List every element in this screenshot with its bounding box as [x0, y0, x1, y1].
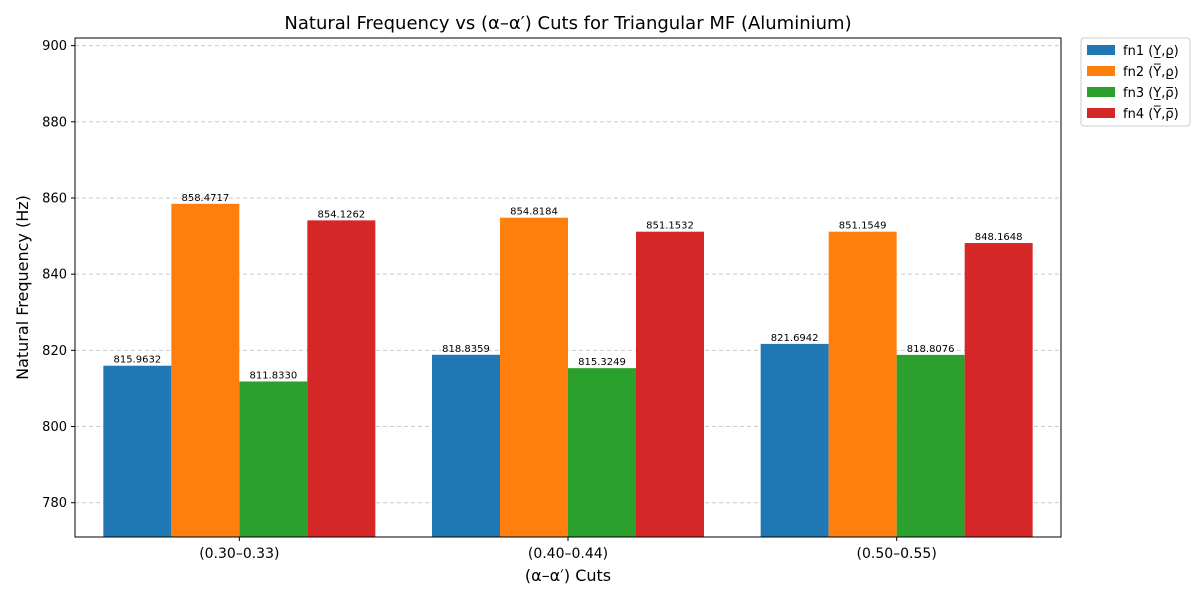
- y-tick-label: 820: [42, 344, 67, 359]
- bar: [432, 354, 500, 537]
- data-label: 851.1549: [839, 221, 887, 232]
- data-labels: 815.9632 858.4717 811.8330 854.1262 818.8359…: [113, 193, 1022, 382]
- bar: [500, 217, 568, 537]
- x-axis-ticks: (0.30–0.33) (0.40–0.44) (0.50–0.55): [199, 537, 937, 562]
- bar: [307, 220, 376, 537]
- y-tick-label: 900: [42, 39, 67, 54]
- bars: [103, 203, 1033, 538]
- data-label: 811.8330: [249, 370, 297, 381]
- x-tick-label: (0.40–0.44): [528, 546, 608, 562]
- data-label: 818.8076: [907, 344, 955, 355]
- bar: [103, 365, 172, 537]
- legend-label: fn4 (Y̅,ρ̅): [1123, 106, 1179, 122]
- y-axis-ticks: 780 800 820 840 860 880 900: [42, 39, 75, 511]
- chart-title: Natural Frequency vs (α–α′) Cuts for Tri…: [284, 13, 851, 34]
- y-tick-label: 800: [42, 420, 67, 435]
- x-axis-title: (α–α′) Cuts: [525, 566, 611, 585]
- bar: [964, 243, 1033, 538]
- legend: fn1 (Y̲,ρ̲) fn2 (Y̅,ρ̲) fn3 (Y̲,ρ̅) fn4 (Y̅…: [1080, 37, 1191, 127]
- data-label: 815.3249: [578, 357, 626, 368]
- data-label: 858.4717: [181, 193, 229, 204]
- legend-swatch: [1087, 87, 1115, 97]
- bar: [568, 368, 636, 537]
- bar: [760, 343, 829, 537]
- x-tick-label: (0.50–0.55): [857, 546, 937, 562]
- data-label: 854.1262: [317, 209, 365, 220]
- legend-swatch: [1087, 108, 1115, 118]
- data-label: 815.9632: [113, 355, 161, 366]
- y-tick-label: 880: [42, 115, 67, 130]
- bar: [636, 231, 704, 538]
- legend-label: fn1 (Y̲,ρ̲): [1123, 44, 1179, 59]
- y-tick-label: 780: [42, 496, 67, 511]
- y-tick-label: 860: [42, 191, 67, 206]
- legend-label: fn3 (Y̲,ρ̅): [1123, 86, 1179, 101]
- data-label: 848.1648: [975, 232, 1023, 243]
- legend-swatch: [1087, 66, 1115, 76]
- data-label: 818.8359: [442, 344, 490, 355]
- legend-label: fn2 (Y̅,ρ̲): [1123, 64, 1179, 80]
- legend-box: [1080, 37, 1191, 127]
- data-label: 851.1532: [646, 221, 694, 232]
- x-tick-label: (0.30–0.33): [199, 546, 279, 562]
- bar: [828, 231, 897, 538]
- y-tick-label: 840: [42, 268, 67, 283]
- legend-swatch: [1087, 45, 1115, 55]
- bar: [171, 203, 240, 537]
- y-axis-title: Natural Frequency (Hz): [13, 195, 32, 380]
- bar: [896, 354, 965, 537]
- data-label: 854.8184: [510, 207, 558, 218]
- data-label: 821.6942: [771, 333, 819, 344]
- bar: [239, 381, 308, 537]
